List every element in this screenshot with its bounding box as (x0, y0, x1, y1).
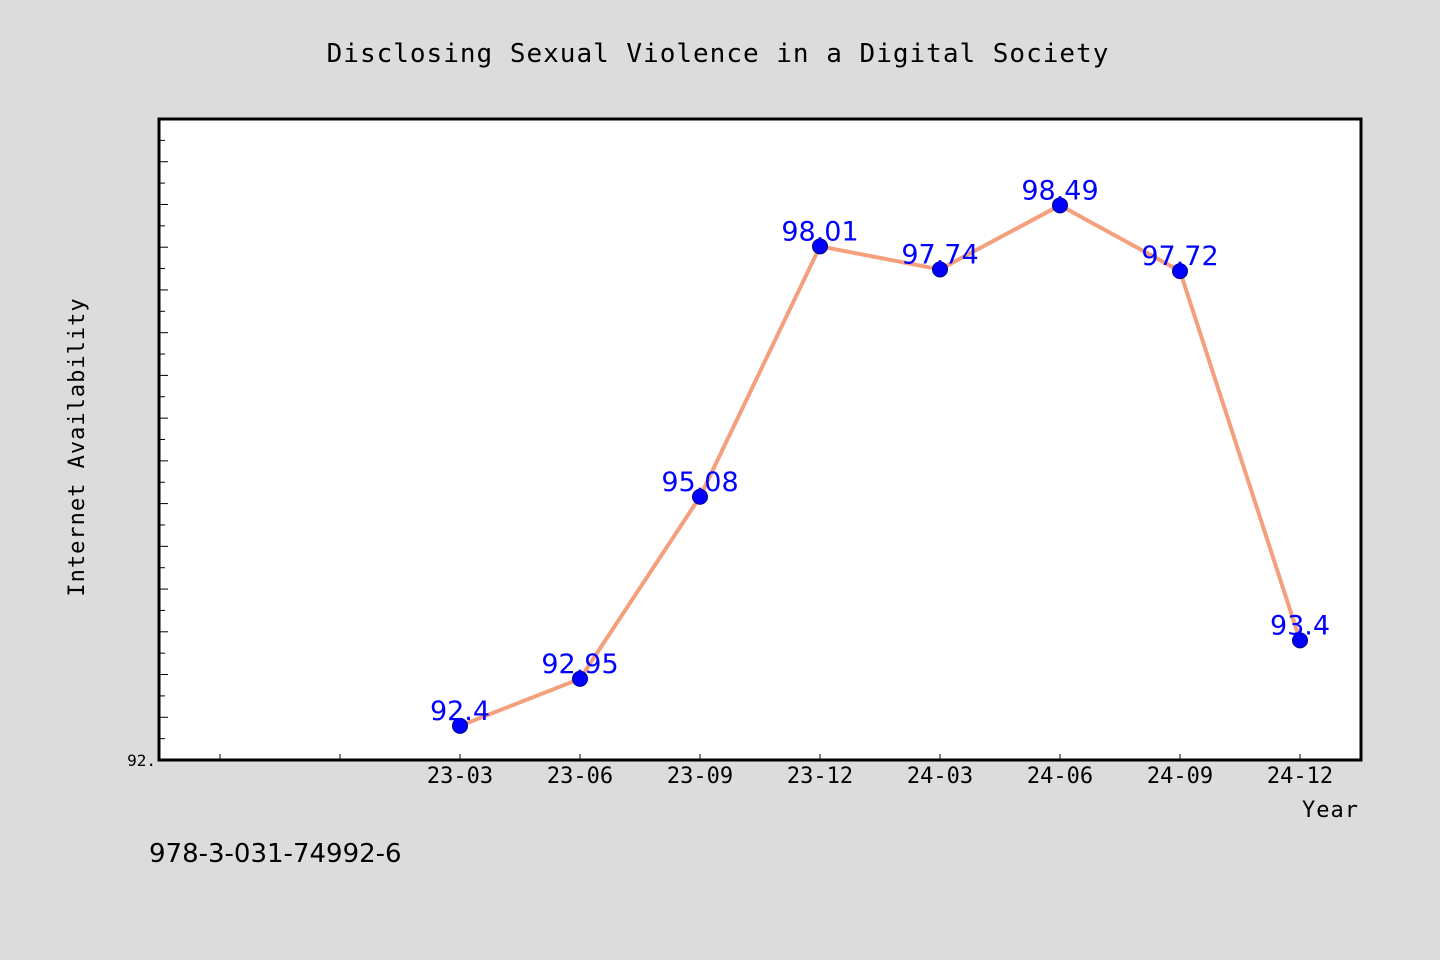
x-axis-ticks (219, 754, 1301, 760)
y-axis-ticks (159, 139, 168, 740)
data-point (692, 488, 708, 505)
x-tick-label: 24-12 (1267, 764, 1333, 789)
data-label: 92.95 (541, 649, 618, 680)
data-label: 97.74 (901, 239, 978, 270)
data-label: 92.4 (430, 696, 490, 727)
data-point (1052, 197, 1068, 214)
footer-isbn: 978-3-031-74992-6 (149, 839, 402, 869)
x-tick-label: 24-09 (1147, 764, 1213, 789)
x-tick-label: 23-06 (547, 764, 613, 789)
data-label: 98.01 (781, 216, 858, 247)
data-point (452, 717, 468, 734)
data-point (932, 261, 948, 278)
data-point (572, 670, 588, 687)
data-markers (452, 197, 1308, 734)
x-axis-label: Year (1302, 798, 1359, 823)
x-tick-label: 24-06 (1027, 764, 1093, 789)
x-axis-tick-labels: 23-03 23-06 23-09 23-12 24-03 24-06 24-09 24-12 (427, 764, 1333, 789)
series-line (458, 203, 1302, 728)
data-label: 95.08 (661, 467, 738, 498)
plot-area (157, 117, 1363, 762)
x-tick-label: 23-03 (427, 764, 493, 789)
data-point (1172, 263, 1188, 280)
y-axis-label: Internet Availability (65, 297, 90, 596)
x-tick-label: 24-03 (907, 764, 973, 789)
data-label: 98.49 (1021, 175, 1098, 206)
data-label: 97.72 (1141, 241, 1218, 272)
data-label: 93.4 (1270, 610, 1330, 641)
data-point (812, 238, 828, 255)
x-tick-label: 23-12 (787, 764, 853, 789)
y-tick-label: 92. (127, 751, 156, 770)
data-labels: 92.4 92.95 95.08 98.01 97.74 98.49 97.72 93.4 (430, 175, 1330, 726)
data-point (1292, 632, 1308, 649)
chart-title: Disclosing Sexual Violence in a Digital … (327, 39, 1110, 69)
x-tick-label: 23-09 (667, 764, 733, 789)
